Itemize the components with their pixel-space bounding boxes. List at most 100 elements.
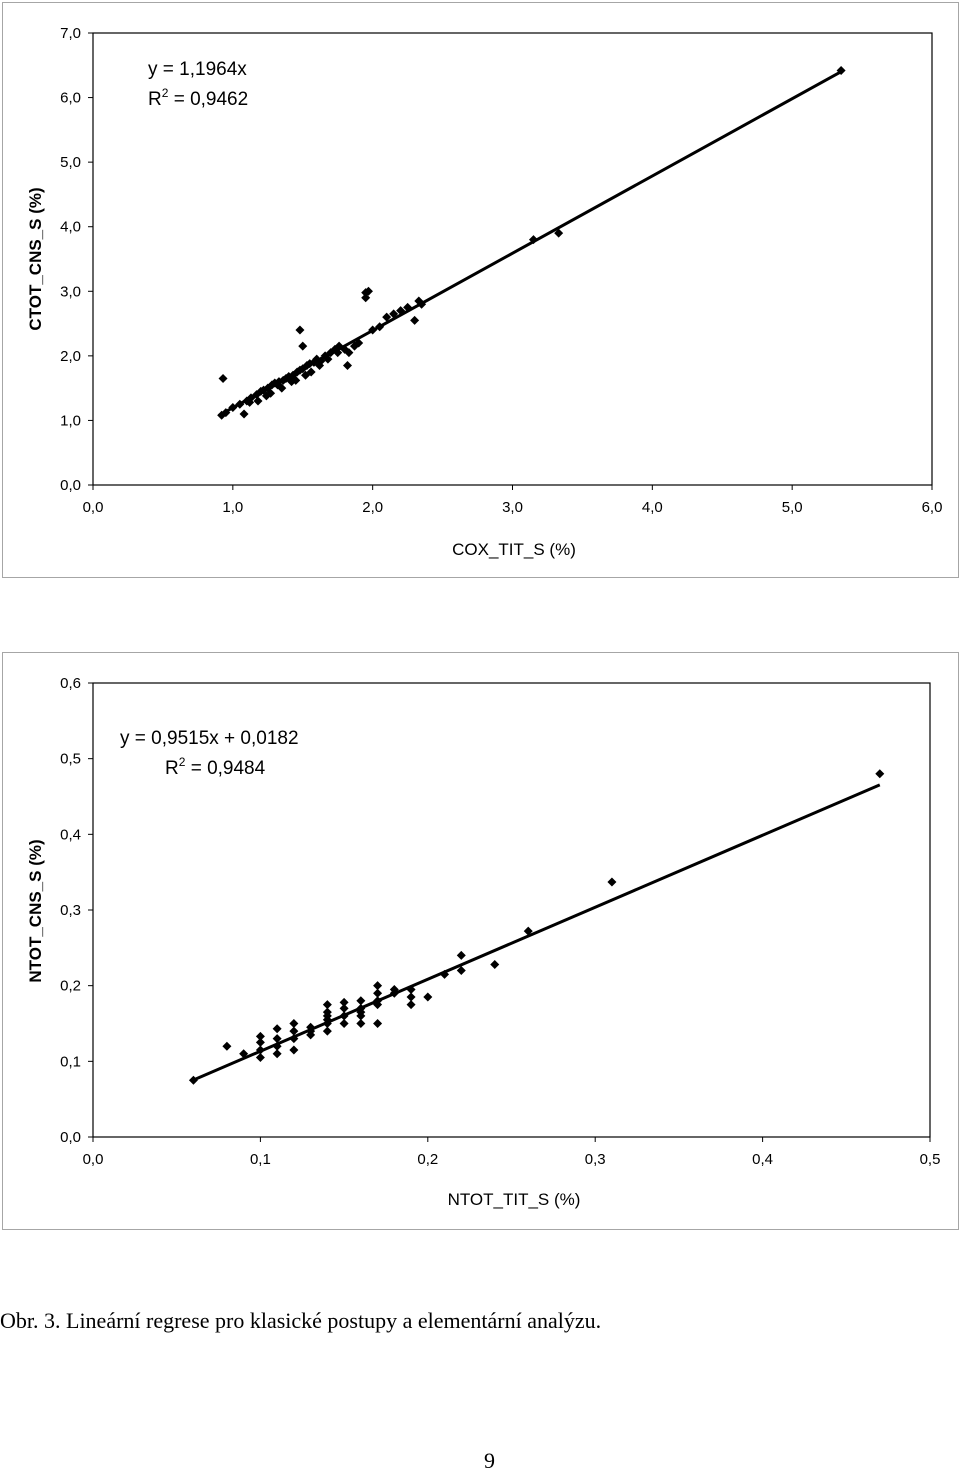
nitrogen-data-point xyxy=(339,1011,349,1021)
nitrogen-data-point xyxy=(222,1041,232,1051)
nitrogen-data-point xyxy=(406,992,416,1002)
nitrogen-x-axis-title: NTOT_TIT_S (%) xyxy=(448,1190,581,1209)
carbon-data-point xyxy=(235,399,245,409)
carbon-y-tick-label: 1,0 xyxy=(60,412,81,429)
nitrogen-data-point xyxy=(289,1045,299,1055)
carbon-data-point xyxy=(252,390,262,400)
nitrogen-data-point xyxy=(339,997,349,1007)
nitrogen-data-point xyxy=(607,877,617,887)
carbon-data-point xyxy=(554,228,564,238)
nitrogen-x-tick-label: 0,5 xyxy=(920,1151,941,1168)
nitrogen-data-point xyxy=(339,1019,349,1028)
carbon-data-point xyxy=(298,341,308,351)
carbon-data-point xyxy=(363,286,373,296)
nitrogen-data-point xyxy=(389,984,399,994)
scatter-chart-nitrogen: 0,0 0,1 0,2 0,3 0,4 0,5 0,6 0,0 0,1 0,2 0,3 0,4 0,5 N… xyxy=(2,652,959,1230)
nitrogen-data-point xyxy=(356,1019,366,1028)
nitrogen-y-axis-title: NTOT_CNS_S (%) xyxy=(26,839,45,982)
carbon-x-tick-label: 5,0 xyxy=(782,499,803,516)
carbon-data-point xyxy=(410,315,420,325)
nitrogen-data-point xyxy=(456,966,466,976)
carbon-y-tick-label: 5,0 xyxy=(60,154,81,171)
nitrogen-data-point xyxy=(306,1026,316,1036)
carbon-y-tick-label: 4,0 xyxy=(60,219,81,236)
nitrogen-data-point xyxy=(289,1034,299,1044)
carbon-y-tick-label: 6,0 xyxy=(60,90,81,107)
carbon-y-tick-label: 0,0 xyxy=(60,477,81,494)
nitrogen-data-point xyxy=(456,950,466,960)
nitrogen-y-tick-label: 0,4 xyxy=(60,826,81,843)
carbon-data-point xyxy=(228,403,238,413)
carbon-data-point xyxy=(218,373,228,383)
carbon-trendline-equation: y = 1,1964x xyxy=(148,59,247,80)
carbon-r-squared: R2 = 0,9462 xyxy=(148,86,248,110)
nitrogen-data-point xyxy=(272,1034,282,1044)
carbon-data-point xyxy=(323,354,333,364)
nitrogen-data-point xyxy=(255,1037,265,1047)
nitrogen-data-point xyxy=(272,1024,282,1034)
nitrogen-y-tick-label: 0,2 xyxy=(60,978,81,995)
nitrogen-y-tick-label: 0,3 xyxy=(60,902,81,919)
nitrogen-x-tick-label: 0,2 xyxy=(417,1151,438,1168)
page-number: 9 xyxy=(484,1448,495,1473)
carbon-data-point xyxy=(396,306,406,316)
carbon-data-point xyxy=(354,338,364,348)
carbon-data-point xyxy=(414,296,424,306)
nitrogen-data-point xyxy=(188,1075,198,1085)
nitrogen-data-point xyxy=(490,959,500,969)
figure-caption: Obr. 3. Lineární regrese pro klasické po… xyxy=(0,1308,602,1333)
carbon-x-tick-label: 6,0 xyxy=(922,499,943,516)
nitrogen-data-point xyxy=(322,1007,332,1017)
carbon-data-point xyxy=(375,322,385,332)
carbon-y-axis-title: CTOT_CNS_S (%) xyxy=(26,187,45,330)
nitrogen-trendline-equation: y = 0,9515x + 0,0182 xyxy=(120,728,299,749)
carbon-data-point xyxy=(277,383,287,393)
nitrogen-data-point xyxy=(356,1003,366,1013)
nitrogen-x-tick-label: 0,1 xyxy=(250,1151,271,1168)
carbon-data-point xyxy=(403,302,413,312)
nitrogen-x-tick-label: 0,3 xyxy=(585,1151,606,1168)
nitrogen-data-point xyxy=(255,1053,265,1063)
nitrogen-y-tick-label: 0,0 xyxy=(60,1129,81,1146)
scatter-chart-carbon: 0,0 1,0 2,0 3,0 4,0 5,0 6,0 7,0 0,0 1,0 2,0 3,0 4,0 5… xyxy=(2,2,959,578)
carbon-data-point xyxy=(836,65,846,75)
nitrogen-y-tick-label: 0,6 xyxy=(60,675,81,692)
carbon-data-point xyxy=(333,348,343,358)
carbon-y-tick-label: 3,0 xyxy=(60,283,81,300)
carbon-data-point xyxy=(239,409,249,419)
nitrogen-data-point xyxy=(423,992,433,1002)
nitrogen-data-point xyxy=(255,1045,265,1055)
carbon-x-tick-label: 1,0 xyxy=(222,499,243,516)
nitrogen-data-point xyxy=(339,1003,349,1013)
carbon-data-point xyxy=(315,361,325,371)
nitrogen-data-point xyxy=(272,1049,282,1059)
nitrogen-trendline xyxy=(192,783,881,1082)
carbon-x-tick-label: 2,0 xyxy=(362,499,383,516)
nitrogen-data-point xyxy=(356,996,366,1006)
nitrogen-data-point xyxy=(875,769,885,779)
nitrogen-y-tick-label: 0,5 xyxy=(60,751,81,768)
nitrogen-x-tick-label: 0,4 xyxy=(752,1151,773,1168)
nitrogen-data-point xyxy=(440,969,450,979)
chart-canvas-nitrogen: 0,0 0,1 0,2 0,3 0,4 0,5 0,6 0,0 0,1 0,2 0,3 0,4 0,5 N… xyxy=(26,675,941,1209)
chart-canvas-carbon: 0,0 1,0 2,0 3,0 4,0 5,0 6,0 7,0 0,0 1,0 2,0 3,0 4,0 5… xyxy=(26,25,943,559)
nitrogen-y-tick-label: 0,1 xyxy=(60,1053,81,1070)
carbon-data-point xyxy=(344,348,354,358)
carbon-data-point xyxy=(245,397,255,407)
carbon-y-tick-label: 7,0 xyxy=(60,25,81,42)
carbon-x-tick-label: 0,0 xyxy=(83,499,104,516)
carbon-x-tick-label: 4,0 xyxy=(642,499,663,516)
carbon-data-point xyxy=(368,325,378,335)
nitrogen-data-point xyxy=(523,926,533,936)
nitrogen-data-point xyxy=(272,1041,282,1051)
carbon-data-point xyxy=(266,388,276,398)
carbon-x-tick-label: 3,0 xyxy=(502,499,523,516)
nitrogen-data-point xyxy=(322,1000,332,1010)
nitrogen-data-point xyxy=(406,984,416,994)
carbon-data-point xyxy=(342,361,352,371)
carbon-data-point xyxy=(295,325,305,335)
nitrogen-data-point xyxy=(373,1019,383,1028)
nitrogen-r-squared: R2 = 0,9484 xyxy=(165,755,266,779)
carbon-y-tick-label: 2,0 xyxy=(60,348,81,365)
nitrogen-data-point xyxy=(255,1031,265,1041)
